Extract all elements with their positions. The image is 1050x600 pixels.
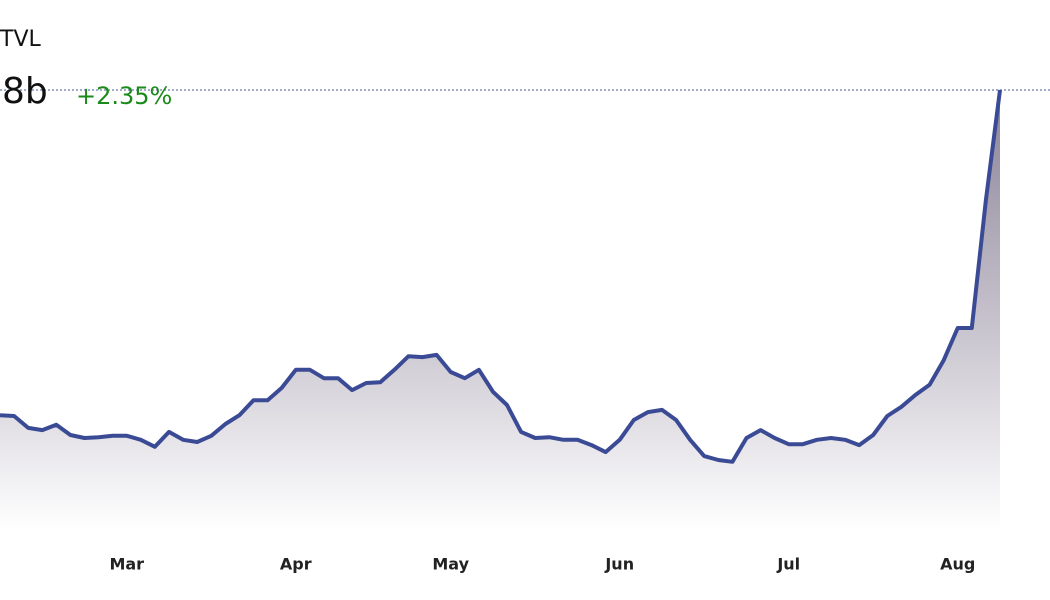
x-tick-label: Aug xyxy=(940,555,975,574)
plot xyxy=(0,89,1002,530)
x-tick-label: May xyxy=(432,555,469,574)
x-tick-label: Jul xyxy=(776,555,800,574)
title: TVL xyxy=(0,27,41,52)
x-tick-label: Apr xyxy=(280,555,312,574)
x-tick-label: Jun xyxy=(604,555,634,574)
value: 8b xyxy=(2,71,48,112)
change: +2.35% xyxy=(76,82,172,110)
line xyxy=(0,89,1002,464)
x-tick-label: Mar xyxy=(109,555,144,574)
area xyxy=(0,90,1000,530)
